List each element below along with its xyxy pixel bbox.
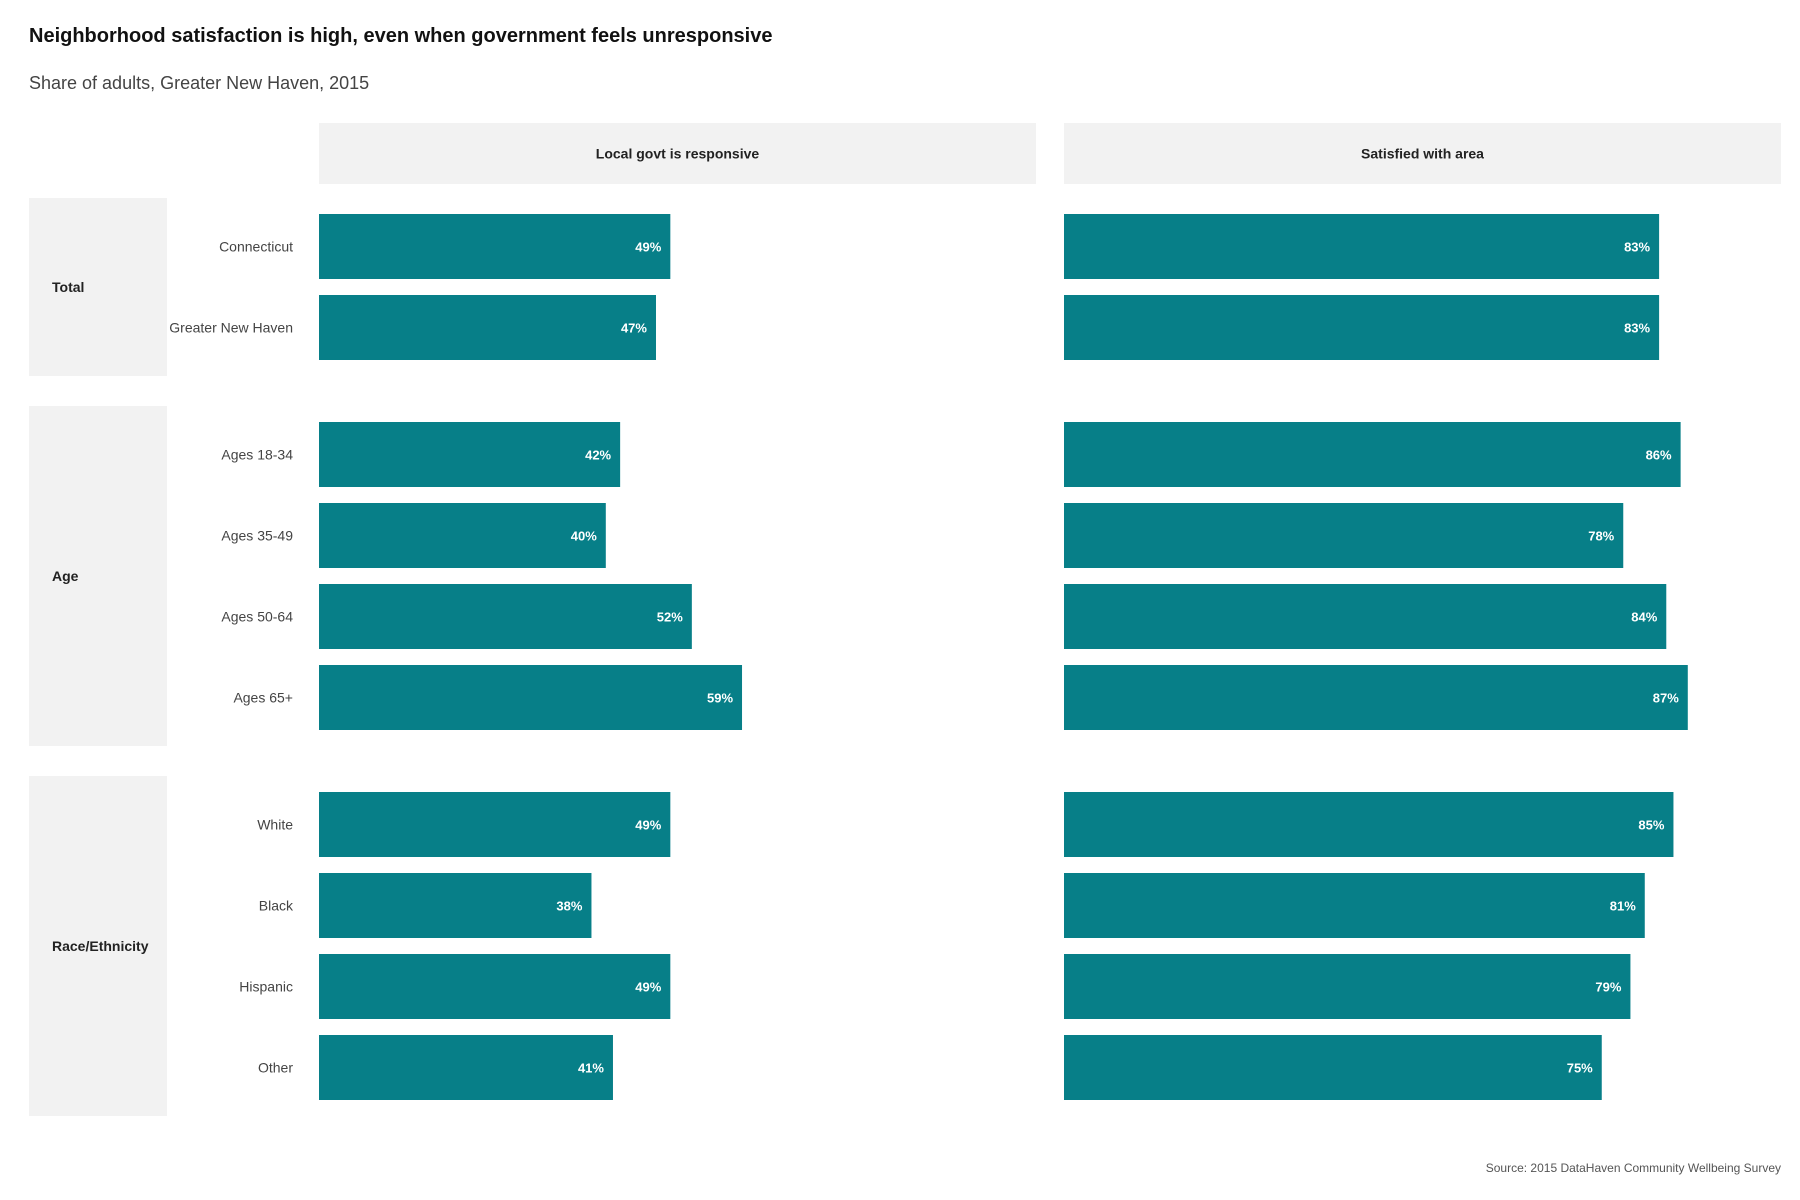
bar-value-label: 78% <box>1588 529 1614 544</box>
bar-value-label: 40% <box>571 529 597 544</box>
chart-title: Neighborhood satisfaction is high, even … <box>29 25 772 47</box>
group-label: Age <box>52 568 79 584</box>
bar-value-label: 86% <box>1646 448 1672 463</box>
bar <box>1064 954 1631 1019</box>
bar <box>319 665 743 730</box>
group-strip <box>29 198 167 376</box>
bar-value-label: 47% <box>621 321 647 336</box>
bar <box>319 954 671 1019</box>
category-label: White <box>257 817 293 833</box>
bar-value-label: 87% <box>1653 691 1679 706</box>
category-label: Ages 50-64 <box>221 609 293 625</box>
bar-value-label: 49% <box>635 980 661 995</box>
category-label: Black <box>259 898 294 914</box>
category-label: Ages 35-49 <box>221 528 293 544</box>
group-label: Race/Ethnicity <box>52 938 149 954</box>
bar <box>319 792 671 857</box>
bar-value-label: 79% <box>1595 980 1621 995</box>
category-label: Ages 65+ <box>233 690 293 706</box>
bar-value-label: 59% <box>707 691 733 706</box>
bar-value-label: 49% <box>635 240 661 255</box>
bar <box>1064 295 1660 360</box>
plot-area: Local govt is responsive Satisfied with a… <box>29 123 1781 1116</box>
group-strip <box>29 776 167 1116</box>
bar-value-label: 83% <box>1624 321 1650 336</box>
facet-label: Satisfied with area <box>1361 146 1484 162</box>
bar <box>1064 422 1681 487</box>
bar-value-label: 83% <box>1624 240 1650 255</box>
facet-strip <box>319 123 1036 184</box>
bar-value-label: 49% <box>635 818 661 833</box>
chart-caption: Source: 2015 DataHaven Community Wellbei… <box>1486 1161 1781 1175</box>
bar <box>1064 503 1624 568</box>
category-label: Greater New Haven <box>169 320 293 336</box>
bar <box>319 295 656 360</box>
bar-value-label: 41% <box>578 1061 604 1076</box>
bar <box>319 422 621 487</box>
bar-value-label: 38% <box>556 899 582 914</box>
bar <box>319 214 671 279</box>
group-label: Total <box>52 279 84 295</box>
facet-strip <box>1064 123 1781 184</box>
bar-value-label: 85% <box>1638 818 1664 833</box>
bar <box>1064 1035 1602 1100</box>
bar <box>319 503 606 568</box>
category-label: Ages 18-34 <box>221 447 293 463</box>
category-label: Other <box>258 1060 293 1076</box>
bar <box>1064 214 1660 279</box>
category-label: Connecticut <box>219 239 293 255</box>
bar <box>319 873 592 938</box>
bar <box>1064 665 1688 730</box>
bar-value-label: 42% <box>585 448 611 463</box>
bar <box>319 584 692 649</box>
bar <box>1064 584 1667 649</box>
bar-value-label: 84% <box>1631 610 1657 625</box>
bar <box>1064 873 1645 938</box>
bar-value-label: 75% <box>1567 1061 1593 1076</box>
category-label: Hispanic <box>239 979 293 995</box>
bar-value-label: 81% <box>1610 899 1636 914</box>
chart-subtitle: Share of adults, Greater New Haven, 2015 <box>29 73 369 93</box>
bar <box>319 1035 613 1100</box>
bar-value-label: 52% <box>657 610 683 625</box>
facet-label: Local govt is responsive <box>596 146 760 162</box>
bar <box>1064 792 1674 857</box>
group-strip <box>29 406 167 746</box>
